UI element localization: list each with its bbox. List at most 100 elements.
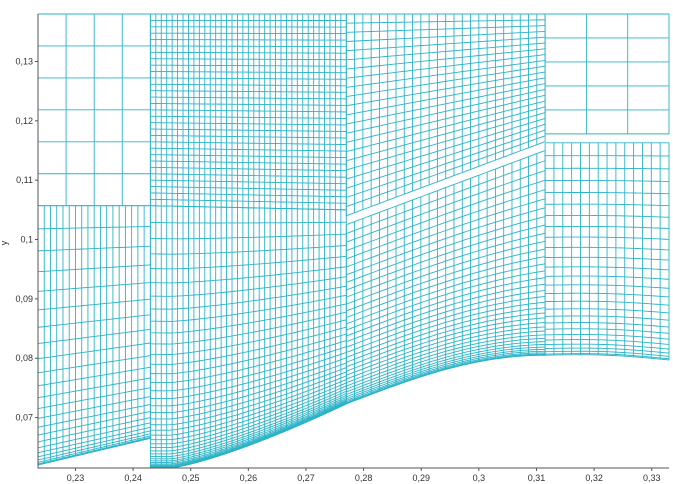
mesh-line-horizontal <box>545 334 670 340</box>
mesh-line-horizontal <box>545 180 670 182</box>
mesh-line-horizontal <box>150 375 347 431</box>
mesh-line-horizontal <box>150 83 347 87</box>
mesh-line-horizontal <box>150 192 347 198</box>
mesh-line-horizontal <box>150 382 347 441</box>
y-tick-label: 0,11 <box>16 175 33 185</box>
mesh-line-horizontal <box>346 150 546 226</box>
mesh-line-horizontal <box>346 330 546 384</box>
mesh-line-horizontal <box>150 77 347 80</box>
mesh-line-horizontal <box>346 123 546 189</box>
mesh-line-horizontal <box>346 346 546 398</box>
mesh-line-horizontal <box>346 224 546 291</box>
mesh-line-horizontal <box>545 203 670 207</box>
mesh-line-horizontal <box>37 377 151 399</box>
mesh-line-horizontal <box>150 367 347 420</box>
x-tick-label: 0,23 <box>67 473 85 483</box>
mesh-line-horizontal <box>150 160 347 165</box>
mesh-line-horizontal <box>346 36 546 52</box>
mesh-line-horizontal <box>37 298 151 311</box>
mesh-line-horizontal <box>545 284 670 289</box>
mesh-line-horizontal <box>346 352 546 403</box>
mesh-line-horizontal <box>346 344 546 395</box>
mesh-line-horizontal <box>37 422 151 449</box>
mesh-line-horizontal <box>37 435 151 463</box>
mesh-line-horizontal <box>150 245 347 255</box>
mesh-line-horizontal <box>150 395 347 457</box>
y-tick-label: 0,08 <box>15 353 33 363</box>
mesh-line-horizontal <box>150 96 347 100</box>
mesh-line-horizontal <box>346 240 546 305</box>
mesh-line-horizontal <box>150 319 347 355</box>
mesh-line-horizontal <box>150 357 347 407</box>
mesh-line-horizontal <box>150 115 347 119</box>
mesh-line-horizontal <box>346 94 546 143</box>
x-tick-label: 0,33 <box>643 473 661 483</box>
x-tick-label: 0,24 <box>124 473 142 483</box>
mesh-line-horizontal <box>346 54 546 79</box>
mesh-line-horizontal <box>545 192 670 195</box>
mesh-line-horizontal <box>37 387 151 410</box>
mesh-line-horizontal <box>346 141 546 217</box>
mesh-line-horizontal <box>150 385 347 445</box>
mesh-line-horizontal <box>150 294 347 322</box>
mesh-line-horizontal <box>150 390 347 452</box>
mesh-line-horizontal <box>150 39 347 41</box>
mesh-line-horizontal <box>150 340 347 384</box>
x-tick-label: 0,27 <box>297 473 315 483</box>
mesh-line-horizontal <box>545 292 670 298</box>
mesh-line-horizontal <box>545 322 670 328</box>
mesh-line-horizontal <box>150 399 347 464</box>
mesh-line-horizontal <box>545 300 670 306</box>
mesh-line-horizontal <box>545 167 670 170</box>
mesh-line-horizontal <box>346 179 546 252</box>
axes: 0,23 0,24 0,25 0,26 0,27 0,28 0,29 0,3 0,31 0,32 0… <box>15 14 669 483</box>
mesh-line-horizontal <box>150 128 347 132</box>
mesh-line-horizontal <box>346 295 546 353</box>
y-axis-title: y <box>0 240 9 245</box>
mesh-line-horizontal <box>346 326 546 380</box>
y-tick-label: 0,07 <box>15 413 33 423</box>
mesh-line-horizontal <box>150 179 347 185</box>
mesh-line-horizontal <box>150 134 347 139</box>
y-tick-label: 0,1 <box>20 235 33 245</box>
mesh-line-horizontal <box>545 256 670 261</box>
mesh-line-horizontal <box>150 45 347 48</box>
mesh-line-horizontal <box>150 109 347 113</box>
mesh-line-horizontal <box>150 379 347 436</box>
mesh-line-horizontal <box>150 51 347 54</box>
mesh-line-horizontal <box>545 347 670 354</box>
mesh-line-horizontal <box>346 19 546 24</box>
mesh-line-horizontal <box>150 71 347 74</box>
mesh-line-horizontal <box>545 328 670 334</box>
mesh-line-horizontal <box>346 263 546 325</box>
mesh-line-horizontal <box>346 207 546 276</box>
mesh-line-horizontal <box>37 430 151 458</box>
mesh-line-horizontal <box>545 353 670 360</box>
mesh-line-horizontal <box>37 436 151 465</box>
mesh-line-horizontal <box>150 255 347 270</box>
mesh-line-horizontal <box>37 403 151 428</box>
mesh-line-horizontal <box>346 112 546 171</box>
mesh-line-horizontal <box>37 410 151 436</box>
mesh-line-horizontal <box>150 58 347 61</box>
mesh-line-horizontal <box>37 264 151 273</box>
y-tick-label: 0,13 <box>15 56 33 66</box>
mesh-line-horizontal <box>37 314 151 328</box>
mesh-line-horizontal <box>346 337 546 390</box>
mesh-line-horizontal <box>346 307 546 363</box>
mesh-line-horizontal <box>346 83 546 125</box>
mesh-line-horizontal <box>37 437 151 466</box>
mesh-line-horizontal <box>150 221 347 224</box>
mesh-line-horizontal <box>346 25 546 33</box>
mesh-line-horizontal <box>150 205 347 211</box>
mesh-line-horizontal <box>346 270 546 331</box>
mesh-line-horizontal <box>150 346 347 392</box>
x-tick-label: 0,26 <box>240 473 258 483</box>
mesh-line-horizontal <box>150 362 347 414</box>
mesh-line-horizontal <box>150 186 347 191</box>
mesh-line-horizontal <box>150 402 347 468</box>
mesh-line-horizontal <box>346 135 546 208</box>
mesh-line-horizontal <box>346 341 546 393</box>
mesh-line-horizontal <box>150 166 347 172</box>
